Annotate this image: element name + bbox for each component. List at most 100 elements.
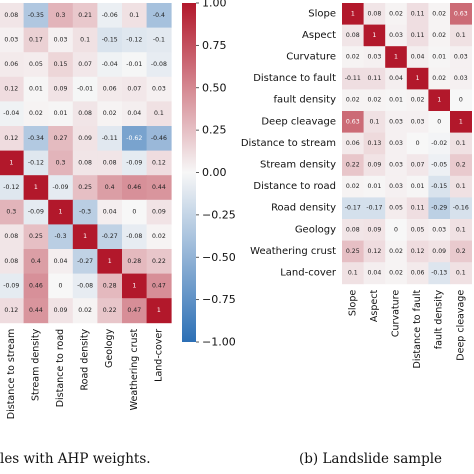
heatmap-cell: [146, 27, 172, 53]
cell-value-label: 0.08: [4, 233, 18, 240]
cell-value-label: -0.29: [431, 205, 447, 212]
colorbar-tick-label: 0.25: [202, 124, 227, 137]
row-label: Distance to road: [253, 181, 336, 192]
cell-value-label: 0.4: [105, 184, 115, 191]
cell-value-label: 0.11: [411, 32, 425, 39]
row-label: Land-cover: [280, 268, 337, 279]
cell-value-label: -0.11: [345, 75, 361, 82]
cell-value-label: 0.07: [78, 61, 92, 68]
colorbar-tick-label: −0.25: [202, 208, 236, 221]
cell-value-label: 0.08: [78, 110, 92, 117]
cell-value-label: 0.06: [346, 140, 360, 147]
heatmap-cell: [48, 298, 74, 324]
cell-value-label: -0.15: [431, 183, 447, 190]
cell-value-label: 0.3: [56, 159, 66, 166]
heatmap-cell: [428, 132, 451, 155]
heatmap-cell: [450, 3, 472, 25]
heatmap-cell: [23, 150, 49, 176]
heatmap-cell: [72, 249, 98, 274]
heatmap-cell: [0, 199, 24, 225]
heatmap-cell: [72, 175, 98, 201]
column-label: Land-cover: [153, 329, 164, 382]
cell-value-label: 0.22: [152, 258, 166, 265]
cell-value-label: 0.15: [54, 61, 68, 68]
heatmap-cell: [406, 175, 429, 198]
heatmap-cell: [363, 262, 386, 285]
heatmap-cell: [48, 150, 74, 176]
column-label: Deep cleavage: [455, 290, 466, 361]
column-label: Distance to road: [55, 329, 66, 407]
heatmap-cell: [48, 199, 74, 225]
cell-value-label: 0.06: [411, 270, 425, 277]
cell-value-label: -0.17: [345, 205, 361, 212]
heatmap-cell: [97, 175, 123, 201]
heatmap-cell: [363, 46, 386, 69]
row-label: Geology: [295, 224, 336, 235]
cell-value-label: 1: [459, 118, 463, 125]
heatmap-cell: [428, 154, 451, 177]
heatmap-cell: [428, 89, 451, 112]
cell-value-label: 0.09: [152, 209, 166, 216]
heatmap-cell: [363, 175, 386, 198]
heatmap-cell: [342, 240, 364, 263]
heatmap-cell: [97, 298, 123, 324]
heatmap-cell: [122, 273, 147, 299]
heatmap-cell: [342, 46, 364, 69]
cell-value-label: -0.08: [126, 233, 142, 240]
heatmap-cell: [385, 111, 408, 133]
heatmap-cell: [428, 111, 451, 133]
heatmap-cell: [385, 24, 408, 47]
cell-value-label: 0.02: [432, 32, 446, 39]
heatmap-cell: [122, 150, 147, 176]
cell-value-label: 0.09: [54, 307, 68, 314]
heatmap-cell: [342, 132, 364, 155]
cell-value-label: 1: [83, 233, 87, 240]
cell-value-label: 1: [437, 97, 441, 104]
cell-value-label: 1: [34, 184, 38, 191]
cell-value-label: 0.63: [454, 10, 468, 17]
heatmap-cell: [146, 126, 172, 151]
heatmap-cell: [122, 249, 147, 274]
cell-value-label: 0.03: [389, 183, 403, 190]
left-heatmap: 0.1 0.08 -0.35 0.3 0.21 -0.06 0.1 -0.4 0.1 0.03 0.…: [0, 3, 172, 419]
heatmap-cell: [146, 101, 172, 127]
heatmap-cell: [146, 3, 172, 28]
heatmap-cell: [97, 199, 123, 225]
cell-value-label: 0.01: [29, 86, 43, 93]
heatmap-cell: [342, 89, 364, 112]
cell-value-label: 0.1: [80, 36, 90, 43]
cell-value-label: 0.17: [29, 36, 43, 43]
cell-value-label: 0.01: [368, 183, 382, 190]
heatmap-cell: [342, 175, 364, 198]
heatmap-cell: [406, 132, 429, 155]
cell-value-label: 0.03: [389, 32, 403, 39]
heatmap-cell: [146, 150, 172, 176]
cell-value-label: -0.02: [431, 140, 447, 147]
cell-value-label: 0.47: [127, 307, 141, 314]
cell-value-label: -0.3: [79, 209, 91, 216]
heatmap-cell: [0, 273, 24, 299]
colorbar-gradient: [182, 3, 196, 342]
cell-value-label: 0.01: [389, 97, 403, 104]
heatmap-cell: [122, 76, 147, 102]
cell-value-label: 0.12: [4, 135, 18, 142]
heatmap-cell: [48, 76, 74, 102]
heatmap-cell: [0, 249, 24, 274]
heatmap-cell: [406, 197, 429, 220]
cell-value-label: 0.08: [346, 32, 360, 39]
heatmap-cell: [23, 249, 49, 274]
cell-value-label: 0.25: [78, 184, 92, 191]
heatmap-cell: [122, 126, 147, 151]
cell-value-label: 0.02: [432, 75, 446, 82]
heatmap-cell: [122, 3, 147, 28]
cell-value-label: -0.09: [28, 209, 44, 216]
cell-value-label: 0.02: [432, 10, 446, 17]
heatmap-cell: [23, 126, 49, 151]
cell-value-label: 0.07: [411, 162, 425, 169]
cell-value-label: 0.1: [154, 110, 164, 117]
heatmap-cell: [428, 175, 451, 198]
heatmap-cell: [428, 67, 451, 90]
colorbar-tick-label: 0.50: [202, 81, 227, 94]
cell-value-label: 0.04: [368, 270, 382, 277]
heatmap-cell: [428, 240, 451, 263]
